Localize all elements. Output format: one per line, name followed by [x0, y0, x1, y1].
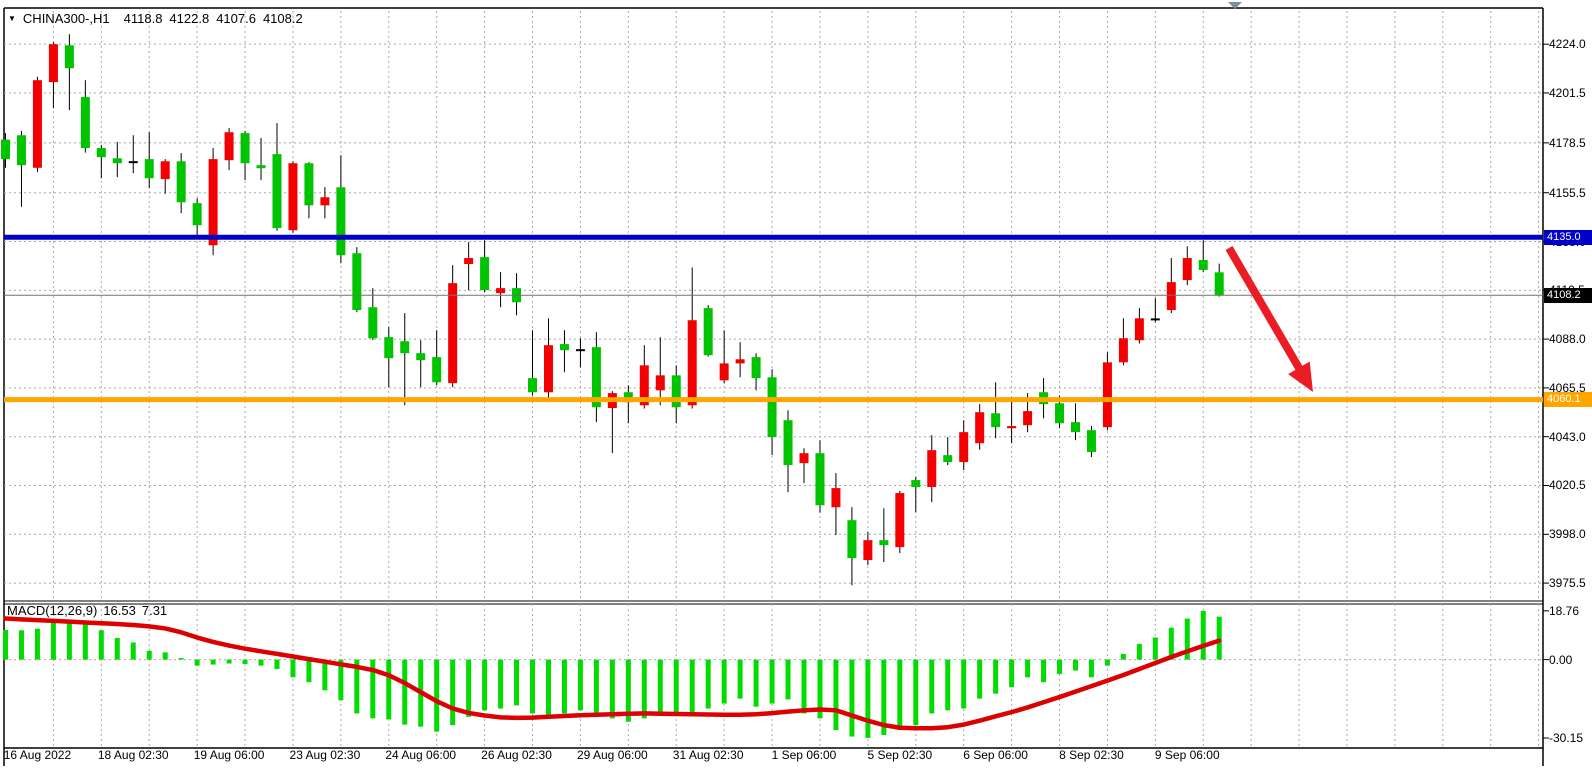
indicator-label: MACD(12,26,9) 16.53 7.31	[7, 603, 173, 618]
indicator-main-value: 16.53	[103, 603, 136, 618]
indicator-name: MACD(12,26,9)	[7, 603, 98, 618]
indicator-signal-value: 7.31	[141, 603, 168, 618]
price-axis-label: 4020.5	[1549, 478, 1586, 493]
symbol-dropdown-icon[interactable]: ▼	[8, 14, 16, 23]
ohlc-high: 4122.8	[169, 11, 210, 26]
price-badge: 4108.2	[1544, 287, 1592, 303]
ohlc-low: 4107.6	[216, 11, 256, 26]
price-badge: 4060.1	[1544, 392, 1592, 408]
time-axis-label: 31 Aug 02:30	[672, 748, 744, 762]
price-badge: 4135.0	[1544, 229, 1592, 245]
time-axis-label: 18 Aug 02:30	[97, 748, 169, 762]
time-axis-label: 19 Aug 06:00	[193, 748, 265, 762]
price-axis-label: 4065.5	[1549, 380, 1586, 395]
price-axis-label: 4155.5	[1549, 185, 1586, 200]
time-axis-label: 5 Sep 02:30	[867, 748, 933, 762]
macd-axis-label: 18.76	[1549, 603, 1580, 618]
price-axis-label: 4201.5	[1549, 85, 1586, 100]
time-axis-label: 9 Sep 06:00	[1154, 748, 1220, 762]
price-axis-label: 3998.0	[1549, 527, 1586, 542]
macd-axis-label: -30.15	[1549, 730, 1584, 745]
chart-title: ▼ CHINA300-,H1 4118.8 4122.8 4107.6 4108.2	[8, 11, 310, 26]
ohlc-close: 4108.2	[262, 11, 303, 26]
price-axis-label: 3975.5	[1549, 576, 1586, 591]
symbol-timeframe: CHINA300-,H1	[22, 11, 110, 26]
time-axis-label: 8 Sep 02:30	[1059, 748, 1124, 762]
price-axis-label: 4043.0	[1549, 429, 1586, 444]
time-axis-label: 1 Sep 06:00	[771, 748, 837, 762]
price-axis-label: 4224.0	[1549, 37, 1586, 52]
time-axis-label: 24 Aug 06:00	[385, 748, 457, 762]
time-axis-label: 6 Sep 06:00	[963, 748, 1028, 762]
time-axis-label: 29 Aug 06:00	[576, 748, 648, 762]
macd-axis-label: 0.00	[1549, 652, 1573, 667]
time-axis-label: 16 Aug 2022	[3, 748, 72, 762]
time-axis-label: 23 Aug 02:30	[289, 748, 361, 762]
price-axis-label: 4088.0	[1549, 332, 1586, 347]
ohlc-open: 4118.8	[123, 11, 163, 26]
time-axis-label: 26 Aug 02:30	[481, 748, 552, 762]
price-axis-label: 4178.5	[1549, 135, 1586, 150]
